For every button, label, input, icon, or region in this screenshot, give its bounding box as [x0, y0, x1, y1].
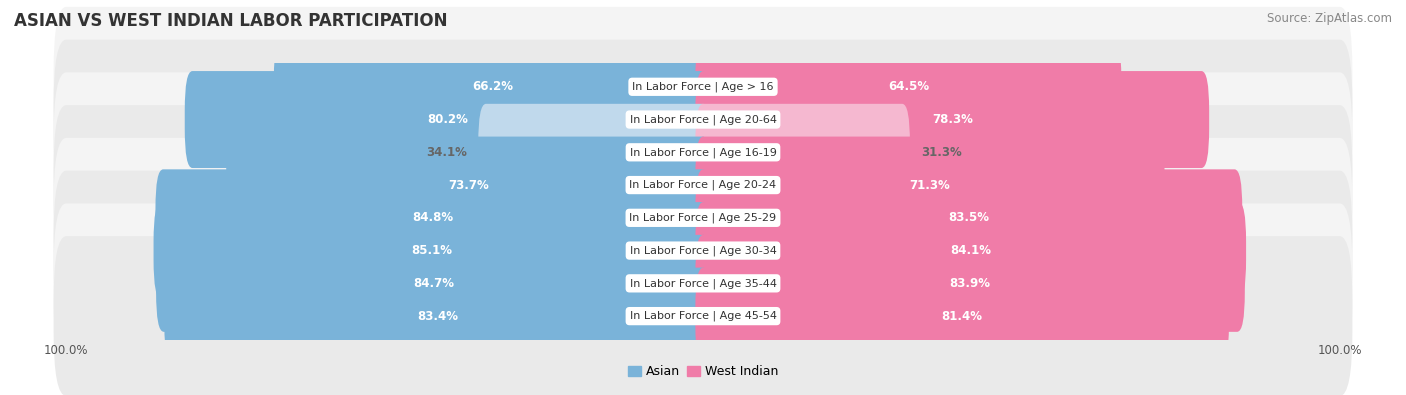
FancyBboxPatch shape — [696, 268, 1229, 365]
FancyBboxPatch shape — [53, 40, 1353, 199]
Text: ASIAN VS WEST INDIAN LABOR PARTICIPATION: ASIAN VS WEST INDIAN LABOR PARTICIPATION — [14, 12, 447, 30]
Legend: Asian, West Indian: Asian, West Indian — [623, 360, 783, 383]
Text: In Labor Force | Age 20-24: In Labor Force | Age 20-24 — [630, 180, 776, 190]
Text: 84.7%: 84.7% — [413, 277, 454, 290]
Text: 31.3%: 31.3% — [921, 146, 962, 159]
FancyBboxPatch shape — [165, 268, 710, 365]
Text: 73.7%: 73.7% — [449, 179, 489, 192]
Text: 78.3%: 78.3% — [932, 113, 973, 126]
Text: In Labor Force | Age 45-54: In Labor Force | Age 45-54 — [630, 311, 776, 322]
Text: 34.1%: 34.1% — [426, 146, 467, 159]
Text: In Labor Force | Age 20-64: In Labor Force | Age 20-64 — [630, 114, 776, 125]
Text: 83.5%: 83.5% — [948, 211, 990, 224]
FancyBboxPatch shape — [478, 104, 710, 201]
FancyBboxPatch shape — [184, 71, 710, 168]
FancyBboxPatch shape — [274, 38, 710, 135]
Text: 83.9%: 83.9% — [949, 277, 991, 290]
Text: In Labor Force | Age 16-19: In Labor Force | Age 16-19 — [630, 147, 776, 158]
Text: In Labor Force | Age 35-44: In Labor Force | Age 35-44 — [630, 278, 776, 289]
Text: 81.4%: 81.4% — [942, 310, 983, 323]
FancyBboxPatch shape — [53, 236, 1353, 395]
FancyBboxPatch shape — [696, 71, 1209, 168]
FancyBboxPatch shape — [53, 203, 1353, 363]
FancyBboxPatch shape — [53, 171, 1353, 331]
Text: Source: ZipAtlas.com: Source: ZipAtlas.com — [1267, 12, 1392, 25]
Text: 84.1%: 84.1% — [950, 244, 991, 257]
FancyBboxPatch shape — [156, 235, 710, 332]
Text: 84.8%: 84.8% — [412, 211, 454, 224]
Text: In Labor Force | Age > 16: In Labor Force | Age > 16 — [633, 81, 773, 92]
FancyBboxPatch shape — [53, 7, 1353, 167]
Text: In Labor Force | Age 25-29: In Labor Force | Age 25-29 — [630, 213, 776, 223]
Text: 80.2%: 80.2% — [427, 113, 468, 126]
FancyBboxPatch shape — [156, 169, 710, 266]
FancyBboxPatch shape — [696, 137, 1164, 233]
Text: 64.5%: 64.5% — [887, 80, 929, 93]
FancyBboxPatch shape — [696, 104, 910, 201]
FancyBboxPatch shape — [696, 202, 1246, 299]
FancyBboxPatch shape — [153, 202, 710, 299]
FancyBboxPatch shape — [53, 105, 1353, 265]
FancyBboxPatch shape — [53, 72, 1353, 232]
FancyBboxPatch shape — [696, 38, 1122, 135]
Text: 85.1%: 85.1% — [412, 244, 453, 257]
Text: 66.2%: 66.2% — [472, 80, 513, 93]
Text: 71.3%: 71.3% — [910, 179, 950, 192]
FancyBboxPatch shape — [696, 235, 1244, 332]
FancyBboxPatch shape — [53, 138, 1353, 298]
Text: In Labor Force | Age 30-34: In Labor Force | Age 30-34 — [630, 245, 776, 256]
FancyBboxPatch shape — [696, 169, 1243, 266]
FancyBboxPatch shape — [226, 137, 710, 233]
Text: 83.4%: 83.4% — [418, 310, 458, 323]
